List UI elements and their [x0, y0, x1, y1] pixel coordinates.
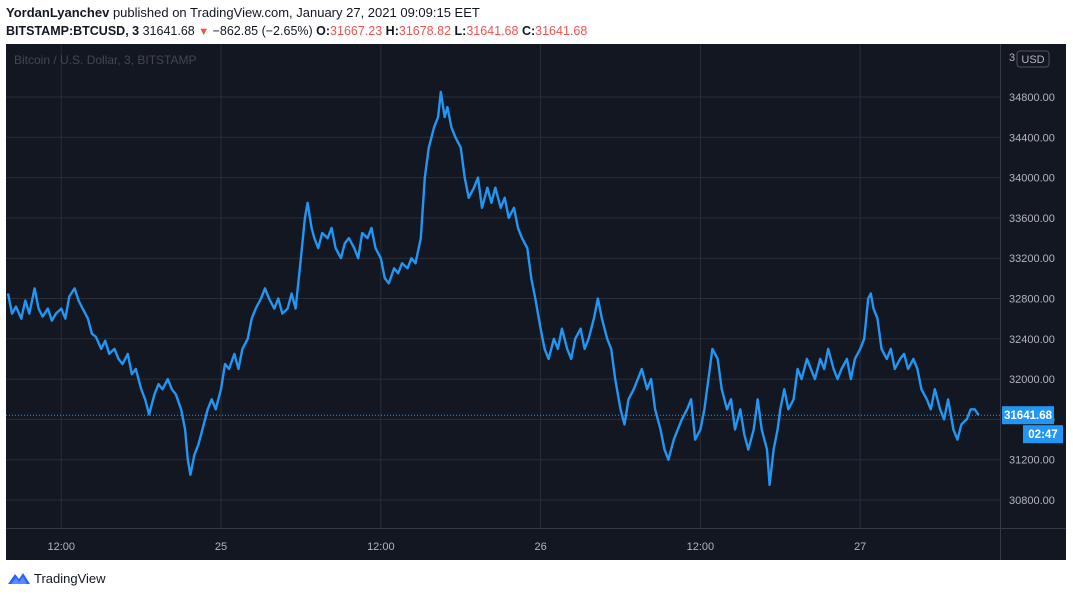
- y-tick-label: 34400.00: [1009, 132, 1055, 144]
- countdown-label: 02:47: [1028, 429, 1057, 441]
- ohlc-line: BITSTAMP:BTCUSD, 3 31641.68 ▼ −862.85 (−…: [6, 22, 1066, 40]
- open-value: 31667.23: [330, 24, 383, 38]
- publish-line: YordanLyanchev published on TradingView.…: [6, 4, 1066, 22]
- chart-header: YordanLyanchev published on TradingView.…: [6, 4, 1066, 40]
- x-tick-label: 12:00: [367, 541, 395, 553]
- last-price: 31641.68: [142, 24, 195, 38]
- y-tick-label: 33600.00: [1009, 213, 1055, 225]
- footer-brand[interactable]: TradingView: [34, 570, 106, 586]
- close-label: C:: [521, 24, 536, 38]
- y-tick-label: 33200.00: [1009, 253, 1055, 265]
- y-tick-label-partial: 3: [1009, 52, 1015, 64]
- currency-badge: [1016, 50, 1050, 68]
- chart-watermark: Bitcoin / U.S. Dollar, 3, BITSTAMP: [14, 53, 197, 67]
- down-arrow-icon: ▼: [198, 26, 210, 38]
- close-value: 31641.68: [535, 24, 588, 38]
- tradingview-logo-icon: [8, 573, 30, 584]
- y-tick-label: 32000.00: [1009, 374, 1055, 386]
- y-tick-label: 30800.00: [1009, 495, 1055, 507]
- x-tick-label: 12:00: [47, 541, 75, 553]
- currency-label: USD: [1021, 54, 1044, 66]
- last-price-tag-label: 31641.68: [1004, 410, 1053, 422]
- countdown-tag: [1023, 425, 1063, 444]
- published-text: published on TradingView.com, January 27…: [112, 5, 480, 20]
- high-value: 31678.82: [398, 24, 452, 38]
- symbol-label[interactable]: BITSTAMP:BTCUSD, 3: [6, 24, 140, 38]
- y-tick-label: 32400.00: [1009, 334, 1055, 346]
- x-tick-label: 12:00: [687, 541, 715, 553]
- x-tick-label: 27: [854, 541, 866, 553]
- last-price-tag: [1002, 406, 1054, 425]
- low-value: 31641.68: [466, 24, 519, 38]
- footer: TradingView: [8, 568, 106, 588]
- y-tick-label: 32800.00: [1009, 294, 1055, 306]
- author-name[interactable]: YordanLyanchev: [6, 5, 110, 20]
- low-label: L:: [454, 24, 467, 38]
- price-chart[interactable]: 30800.0031200.0031600.0032000.0032400.00…: [6, 44, 1066, 560]
- x-tick-label: 25: [215, 541, 227, 553]
- x-tick-label: 26: [534, 541, 546, 553]
- high-label: H:: [385, 24, 399, 38]
- y-tick-label: 34000.00: [1009, 173, 1055, 185]
- price-change: −862.85 (−2.65%): [212, 24, 313, 38]
- chart-panel[interactable]: 30800.0031200.0031600.0032000.0032400.00…: [6, 44, 1066, 560]
- open-label: O:: [316, 24, 331, 38]
- price-series-line: [6, 90, 980, 487]
- y-tick-label: 31200.00: [1009, 455, 1055, 467]
- y-tick-label: 34800.00: [1009, 92, 1055, 104]
